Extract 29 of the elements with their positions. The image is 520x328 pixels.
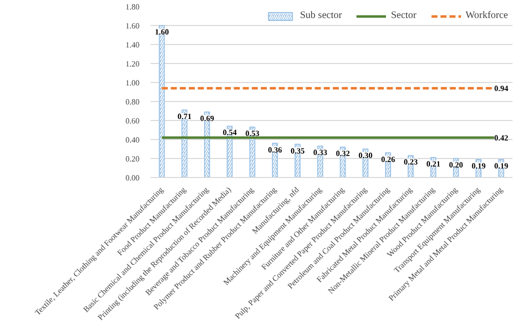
data-label: 0.36 — [268, 145, 282, 154]
y-tick-label: 1.00 — [126, 78, 140, 88]
legend-label: Sub sector — [300, 10, 342, 21]
data-label: 0.33 — [313, 148, 328, 158]
data-label: 0.53 — [245, 129, 260, 138]
data-label: 0.20 — [448, 160, 463, 170]
data-label: 0.35 — [290, 146, 305, 156]
data-label: 0.19 — [494, 161, 508, 170]
data-label: 0.23 — [404, 158, 418, 167]
y-tick-label: 1.20 — [126, 60, 140, 68]
data-label: 0.21 — [426, 160, 440, 169]
data-label: 0.71 — [177, 112, 192, 122]
y-tick-label: 0.40 — [126, 136, 140, 144]
data-label: 0.19 — [472, 161, 486, 170]
legend-label: Workforce — [465, 10, 508, 21]
data-label: 0.32 — [336, 149, 350, 158]
data-label: 0.26 — [381, 154, 396, 164]
data-label: 0.54 — [222, 128, 237, 138]
y-tick-label: 0.60 — [126, 116, 140, 126]
y-tick-label: 1.60 — [126, 22, 140, 30]
data-label: 1.60 — [154, 28, 169, 36]
data-label: 0.30 — [358, 151, 372, 160]
y-tick-label: 0.20 — [126, 154, 140, 164]
data-label: 0.69 — [200, 114, 214, 123]
legend-label: Sector — [390, 10, 416, 21]
y-tick-label: 0.80 — [126, 98, 140, 106]
y-tick-label: 1.40 — [126, 40, 140, 50]
y-tick-label: 0.00 — [126, 174, 140, 182]
y-tick-label: 1.80 — [126, 2, 140, 12]
